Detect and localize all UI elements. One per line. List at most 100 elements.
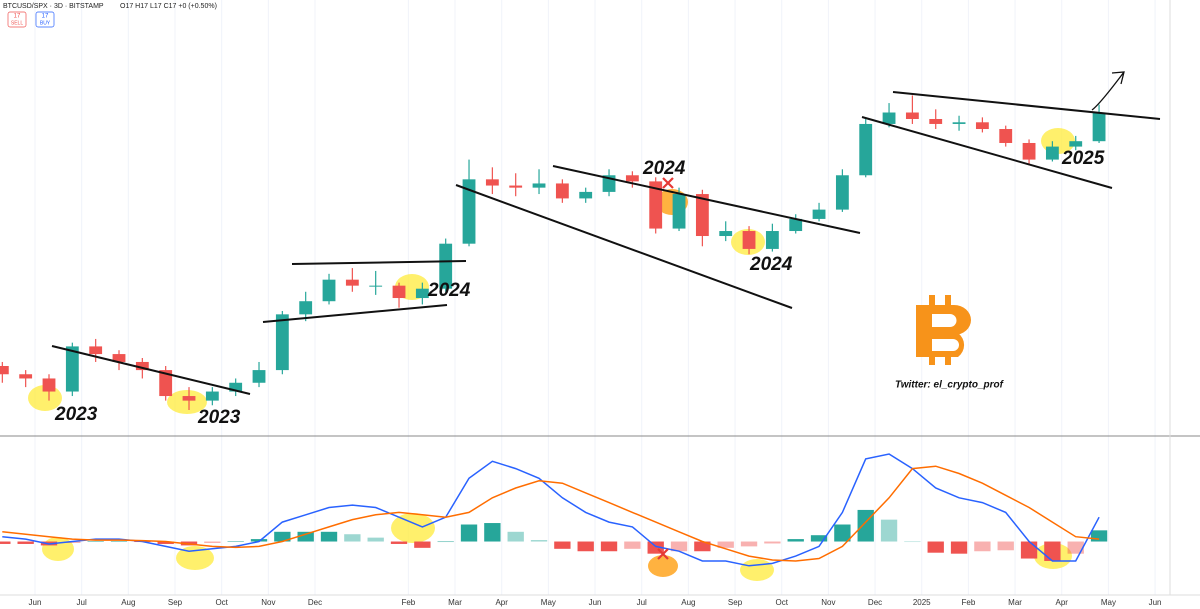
annotation: 2023 (197, 407, 241, 428)
histogram-bar (367, 537, 384, 542)
histogram-bar (974, 541, 991, 552)
candle-body (19, 374, 33, 379)
candle-body (89, 346, 103, 355)
candle-body (0, 366, 9, 375)
highlight (167, 390, 207, 414)
x-tick-label: Sep (168, 598, 183, 607)
bitcoin-logo (916, 295, 971, 365)
x-tick-label: Nov (821, 598, 835, 607)
x-tick-label: Oct (775, 598, 788, 607)
candle-body (392, 285, 406, 299)
histogram-bar (927, 541, 944, 553)
candle-body (929, 118, 943, 124)
trend-line (262, 304, 448, 323)
histogram-bar (1044, 541, 1061, 561)
x-tick-label: Apr (1056, 598, 1069, 607)
histogram-bar (484, 523, 501, 542)
candle-body (1045, 146, 1059, 160)
histogram-bar (694, 541, 711, 552)
x-tick-label: Apr (495, 598, 508, 607)
sell-price: 17 (14, 14, 21, 20)
x-tick-label: Mar (1008, 598, 1022, 607)
candle-body (905, 112, 919, 119)
trend-lines (51, 71, 1161, 560)
histogram-bar (460, 524, 478, 542)
candle-body (299, 301, 313, 315)
candle-body (485, 179, 499, 186)
indicator-line (2, 465, 1100, 562)
histogram-bar (950, 541, 968, 554)
x-tick-label: Jun (589, 598, 602, 607)
annotation: 2023 (54, 404, 98, 425)
trend-line (291, 260, 467, 265)
candle-body (369, 285, 383, 287)
candle-body (672, 194, 686, 229)
histogram-bar (554, 541, 571, 549)
candle-body (159, 370, 173, 397)
symbol: BTCUSD/SPX · 3D · BITSTAMP (3, 3, 104, 10)
sell-button[interactable] (7, 11, 27, 28)
histogram-bar (740, 541, 758, 547)
histogram-bar (414, 541, 431, 548)
candle-body (532, 183, 546, 188)
candle-body (649, 181, 663, 229)
histogram-bar (64, 541, 81, 543)
sell-label: SELL (11, 20, 23, 26)
buy-price: 17 (42, 14, 49, 20)
annotation: 2024 (642, 158, 686, 179)
candle-body (789, 218, 803, 232)
ohlc: O17 H17 L17 C17 +0 (+0.50%) (120, 3, 217, 10)
candle-body (345, 279, 359, 286)
candle-body (322, 279, 336, 302)
candle-body (112, 354, 126, 362)
x-tick-label: Mar (448, 598, 462, 607)
x-tick-label: Dec (308, 598, 322, 607)
annotation: 2024 (427, 280, 471, 301)
annotation: 2025 (1061, 148, 1105, 169)
histogram-bar (110, 541, 128, 542)
candle-body (65, 346, 79, 392)
x-tick-label: Jun (29, 598, 42, 607)
histogram-bar (1020, 541, 1038, 559)
candle-body (812, 209, 826, 219)
x-tick-label: Jul (637, 598, 647, 607)
candle-body (742, 231, 756, 249)
histogram-bar (17, 541, 34, 544)
histogram-bar (250, 539, 268, 542)
candle-body (182, 396, 196, 401)
candle-body (439, 243, 453, 289)
buy-label: BUY (40, 20, 51, 26)
trend-line (51, 345, 251, 395)
highlights (28, 128, 1075, 581)
histogram-bar (834, 524, 851, 542)
candle-body (275, 314, 289, 371)
x-tick-label: Jun (1149, 598, 1162, 607)
grid (34, 0, 1156, 595)
labels: 2023 2023 2024 2024 2024 2025 Twitter: el_cryp… (29, 148, 1162, 607)
candle-body (415, 288, 429, 299)
histogram-bar (857, 509, 874, 542)
logo-stroke (929, 295, 951, 365)
candle-body (509, 185, 523, 188)
histogram-bar (670, 541, 688, 552)
x-tick-label: Sep (728, 598, 743, 607)
histogram-bar (0, 541, 11, 544)
highlight (391, 513, 435, 543)
arrow (1091, 71, 1125, 111)
x-tick-label: Aug (681, 598, 695, 607)
buy-button[interactable] (35, 11, 55, 28)
x-tick-label: Aug (121, 598, 135, 607)
histogram-bar (344, 534, 361, 542)
annotation: Twitter: el_crypto_prof (895, 380, 1005, 391)
histogram-bar (1090, 530, 1108, 542)
candle-body (229, 382, 243, 392)
histogram-bar (157, 541, 174, 544)
candle-body (555, 183, 569, 199)
histogram-bar (787, 539, 804, 542)
candle-body (625, 175, 639, 182)
data-marks (0, 95, 1108, 567)
histogram-bar (600, 541, 618, 552)
histogram-bar (904, 541, 921, 543)
